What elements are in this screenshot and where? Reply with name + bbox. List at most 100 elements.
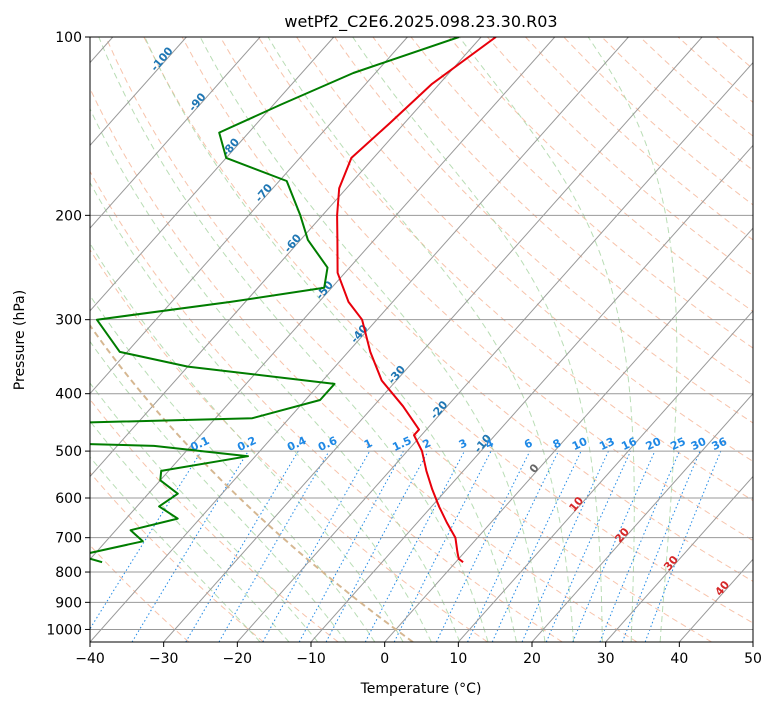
moist-adiabat xyxy=(90,382,319,642)
isotherm-label: -100 xyxy=(148,44,176,74)
dry-adiabat xyxy=(143,37,753,624)
mixing-ratio-line xyxy=(218,450,330,642)
y-tick-label: 300 xyxy=(55,313,82,329)
isotherm-label: -20 xyxy=(428,398,451,422)
chart-title: wetPf2_C2E6.2025.098.23.30.R03 xyxy=(284,12,557,32)
isotherm-gridline xyxy=(90,37,482,478)
isotherm-gridline xyxy=(90,37,629,642)
y-tick-label: 400 xyxy=(55,387,82,403)
grid-layer xyxy=(90,37,775,642)
dry-adiabat xyxy=(487,37,753,277)
dry-adiabat xyxy=(372,37,753,386)
dry-adiabat xyxy=(90,471,264,642)
isotherm-gridline xyxy=(163,37,703,642)
isotherm-label: 20 xyxy=(612,525,632,545)
isotherm-gridline xyxy=(531,392,753,642)
mixing-ratio-line xyxy=(621,450,701,642)
dry-adiabat xyxy=(755,37,775,642)
moist-adiabat xyxy=(98,37,489,642)
x-tick-label: 10 xyxy=(449,651,467,667)
moist-adiabat xyxy=(90,456,261,642)
dry-adiabat xyxy=(296,37,753,462)
mixing-ratio-label: 2 xyxy=(421,436,433,451)
isotherm-label: -90 xyxy=(186,90,209,114)
plot-frame xyxy=(89,36,754,643)
dry-adiabat xyxy=(219,37,753,542)
dry-adiabat xyxy=(601,37,753,171)
isotherm-gridline xyxy=(90,37,335,312)
moist-adiabat xyxy=(90,294,376,642)
dry-adiabat xyxy=(715,37,753,70)
mixing-ratio-label: 1 xyxy=(362,436,374,451)
x-tick-label: 50 xyxy=(744,651,762,667)
y-tick-label: 1000 xyxy=(46,622,82,638)
mixing-ratio-label: 10 xyxy=(570,435,590,453)
y-tick-label: 200 xyxy=(55,208,82,224)
series-layer xyxy=(90,37,497,564)
dry-adiabat xyxy=(410,37,753,349)
temperature-profile xyxy=(336,37,497,563)
y-tick-label: 600 xyxy=(55,491,82,507)
mixing-ratio-line xyxy=(435,450,531,642)
x-tick-label: −10 xyxy=(296,651,326,667)
mixing-ratio-line xyxy=(185,450,299,642)
y-tick-label: 800 xyxy=(55,565,82,581)
isotherm-gridline xyxy=(90,37,261,229)
mixing-ratio-label: 3 xyxy=(457,436,469,451)
isotherm-label: -60 xyxy=(281,231,304,255)
y-tick-label: 900 xyxy=(55,595,82,611)
mixing-ratio-line xyxy=(521,450,609,642)
dry-adiabat xyxy=(90,170,563,642)
isotherm-gridline xyxy=(384,227,753,642)
dry-adiabat xyxy=(525,37,753,241)
mixing-ratio-line xyxy=(131,450,249,642)
mixing-ratio-line xyxy=(393,450,492,642)
isotherm-gridline xyxy=(236,61,753,642)
dry-adiabat xyxy=(90,248,488,642)
dry-adiabat xyxy=(639,37,753,137)
isotherm-label: 0 xyxy=(527,461,542,475)
mixing-ratio-line xyxy=(572,450,656,642)
isotherm-gridline xyxy=(605,475,753,642)
mixing-ratio-line xyxy=(599,450,680,642)
mixing-ratio-label: 36 xyxy=(710,435,730,453)
x-axis: −40 −30 −20 −10 0 10 20 30 40 50 xyxy=(75,642,762,667)
isotherm-gridline xyxy=(90,37,187,147)
dry-adiabat xyxy=(90,398,339,642)
reference-dry-adiabat xyxy=(90,323,414,642)
moist-adiabat xyxy=(199,37,546,642)
mixing-ratio-line xyxy=(364,450,465,642)
moist-adiabat xyxy=(90,107,461,642)
moist-adiabat xyxy=(144,37,517,642)
x-tick-label: 40 xyxy=(670,651,688,667)
x-tick-label: −40 xyxy=(75,651,105,667)
mixing-ratio-line xyxy=(325,450,429,642)
isotherm-label: 10 xyxy=(566,494,586,514)
isotherm-label: -70 xyxy=(253,181,276,205)
dry-adiabat xyxy=(448,37,753,313)
moist-adiabat xyxy=(352,37,603,642)
mixing-ratio-line xyxy=(467,450,559,642)
isotherm-gridline xyxy=(90,37,408,395)
mixing-ratio-line xyxy=(545,450,632,642)
x-tick-label: −20 xyxy=(223,651,253,667)
mixing-ratio-label: 20 xyxy=(644,435,664,453)
mixing-ratio-label: 30 xyxy=(689,435,709,453)
mixing-ratio-label: 16 xyxy=(619,435,639,453)
dry-adiabat xyxy=(90,87,638,642)
isotherm-gridline xyxy=(457,310,753,642)
mixing-ratio-label: 13 xyxy=(597,435,616,453)
isotherm-label: -30 xyxy=(385,363,408,387)
dry-adiabat xyxy=(334,37,753,424)
x-tick-label: 30 xyxy=(597,651,615,667)
y-tick-label: 500 xyxy=(55,444,82,460)
moist-adiabat xyxy=(267,37,575,642)
isotherm-gridline xyxy=(752,641,753,642)
mixing-ratio-label: 25 xyxy=(668,435,687,453)
moist-adiabat xyxy=(90,242,404,642)
y-axis-label: Pressure (hPa) xyxy=(12,290,28,390)
mixing-ratio-line xyxy=(491,450,582,642)
x-axis-label: Temperature (°C) xyxy=(360,681,482,697)
x-tick-label: −30 xyxy=(149,651,179,667)
